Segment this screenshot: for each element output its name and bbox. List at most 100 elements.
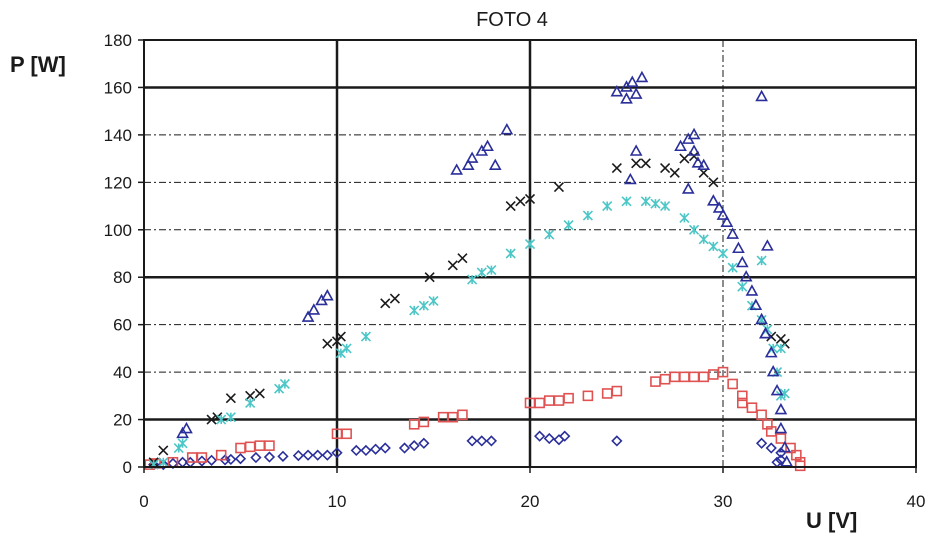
data-point-asterisk-42	[775, 343, 786, 354]
x-tick-label-10: 10	[328, 492, 347, 511]
data-point-asterisk-34	[737, 281, 748, 292]
y-tick-label-160: 160	[104, 78, 132, 97]
data-point-x-16	[515, 196, 526, 207]
data-point-diamond-open-22	[398, 442, 411, 454]
data-point-x-6	[254, 388, 265, 399]
data-point-triangle-open-28	[706, 194, 720, 206]
data-point-triangle-open-3	[307, 303, 321, 315]
data-point-asterisk-17	[486, 265, 497, 276]
data-point-diamond-open-32	[611, 435, 623, 447]
data-point-square-open-12	[408, 418, 420, 430]
data-point-diamond-open-29	[543, 432, 555, 445]
data-point-triangle-open-21	[674, 139, 687, 152]
data-point-asterisk-11	[360, 331, 372, 342]
grid-lines	[144, 40, 916, 467]
data-point-triangle-open-41	[766, 364, 780, 377]
data-point-square-open-11	[341, 428, 352, 440]
data-point-diamond-open-6	[205, 454, 218, 466]
x-tick-label-30: 30	[714, 492, 733, 511]
data-point-asterisk-4	[216, 414, 227, 425]
data-point-square-open-13	[418, 416, 430, 428]
data-point-diamond-open-34	[765, 442, 777, 454]
y-tick-label-60: 60	[113, 316, 132, 335]
data-point-x-27	[708, 177, 719, 188]
chart-title: FOTO 4	[476, 9, 548, 31]
data-point-triangle-open-33	[732, 241, 745, 254]
x-tick-label-0: 0	[139, 492, 148, 511]
data-point-triangle-open-38	[755, 312, 768, 325]
y-tick-label-180: 180	[104, 31, 132, 50]
data-point-triangle-open-44	[774, 421, 788, 434]
data-point-triangle-open-7	[461, 158, 475, 171]
data-point-diamond-open-5	[196, 455, 208, 467]
data-point-diamond-open-33	[755, 437, 768, 449]
data-point-asterisk-15	[467, 274, 478, 285]
data-point-diamond-open-17	[331, 447, 343, 459]
data-point-triangle-open-26	[697, 158, 711, 171]
series-3-x	[148, 151, 790, 468]
data-point-square-open-23	[601, 388, 613, 399]
data-point-diamond-open-16	[321, 449, 333, 461]
data-point-triangle-open-2	[301, 310, 315, 322]
data-point-diamond-open-25	[466, 435, 478, 447]
data-point-triangle-open-8	[465, 151, 479, 163]
data-point-square-open-41	[785, 442, 796, 454]
y-tick-label-20: 20	[113, 411, 132, 430]
data-point-x-4	[225, 393, 236, 404]
data-point-square-open-22	[582, 390, 594, 402]
data-point-diamond-open-19	[360, 444, 372, 457]
data-point-x-21	[640, 158, 651, 169]
y-tick-label-80: 80	[113, 268, 132, 287]
data-point-x-23	[669, 167, 680, 178]
data-point-asterisk-3	[177, 438, 188, 449]
data-point-asterisk-10	[341, 343, 352, 354]
data-point-diamond-open-23	[408, 440, 420, 452]
data-point-asterisk-41	[756, 255, 767, 266]
data-point-x-22	[660, 163, 671, 174]
data-point-asterisk-31	[708, 241, 719, 252]
data-point-triangle-open-1	[180, 421, 193, 434]
data-point-x-11	[389, 293, 400, 304]
axis-ticks	[138, 39, 917, 473]
data-point-diamond-open-21	[379, 442, 391, 454]
data-point-square-open-28	[679, 371, 690, 383]
series-4-asterisk	[148, 196, 790, 470]
data-point-triangle-open-37	[749, 298, 763, 310]
data-point-diamond-open-11	[263, 451, 276, 463]
data-point-x-7	[322, 338, 333, 349]
data-point-square-open-44	[794, 460, 806, 472]
data-point-asterisk-29	[688, 224, 700, 235]
data-point-triangle-open-36	[745, 284, 759, 296]
data-point-square-open-30	[698, 371, 710, 383]
data-point-triangle-open-49	[759, 327, 772, 339]
x-axis-label: U [V]	[806, 508, 857, 533]
data-point-x-9	[335, 331, 346, 342]
data-point-triangle-open-24	[687, 144, 701, 156]
data-point-diamond-open-27	[485, 435, 498, 447]
data-point-square-open-7	[244, 441, 256, 453]
y-tick-label-120: 120	[104, 173, 132, 192]
data-point-diamond-open-18	[350, 444, 362, 457]
data-point-asterisk-8	[279, 378, 290, 390]
x-tick-label-40: 40	[907, 492, 926, 511]
data-point-triangle-open-13	[610, 85, 624, 97]
data-point-square-open-16	[457, 409, 468, 421]
data-point-square-open-19	[543, 395, 555, 406]
data-point-diamond-open-15	[312, 449, 324, 461]
data-point-diamond-open-26	[476, 435, 488, 447]
data-point-triangle-open-46	[780, 455, 794, 467]
data-point-triangle-open-27	[681, 182, 695, 194]
data-point-asterisk-27	[660, 200, 671, 212]
data-point-asterisk-13	[418, 300, 429, 311]
data-point-square-open-29	[688, 371, 700, 383]
data-point-triangle-open-25	[691, 156, 705, 168]
data-point-square-open-31	[708, 369, 719, 380]
series-5-triangle-open	[176, 70, 794, 467]
data-point-x-19	[611, 163, 622, 174]
data-point-square-open-5	[215, 449, 227, 461]
data-point-x-17	[524, 193, 536, 205]
data-point-asterisk-32	[717, 248, 729, 259]
data-point-square-open-4	[196, 452, 208, 463]
data-point-triangle-open-16	[635, 70, 649, 83]
